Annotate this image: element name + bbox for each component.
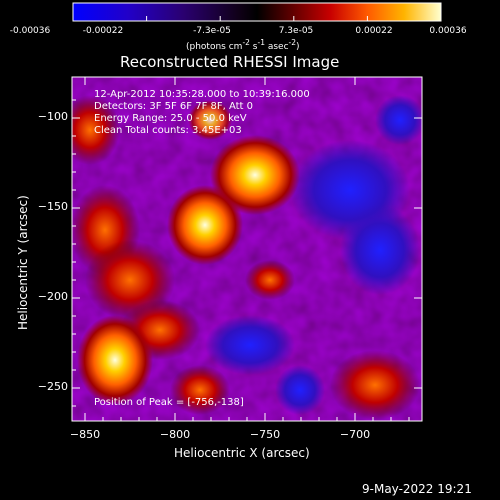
annotation-time: 12-Apr-2012 10:35:28.000 to 10:39:16.000 bbox=[94, 89, 310, 100]
plot-title: Reconstructed RHESSI Image bbox=[120, 53, 340, 71]
colorbar-tick: -7.3e-05 bbox=[193, 26, 231, 36]
annotation-block: 12-Apr-2012 10:35:28.000 to 10:39:16.000… bbox=[94, 89, 310, 137]
x-tick-label: −750 bbox=[249, 428, 281, 441]
y-tick-label: −150 bbox=[37, 200, 68, 213]
colorbar-tick: -0.00022 bbox=[82, 26, 124, 36]
y-tick-label: −100 bbox=[37, 110, 68, 123]
y-axis-label: Heliocentric Y (arcsec) bbox=[16, 195, 30, 330]
annotation-energy: Energy Range: 25.0 - 50.0 keV bbox=[94, 113, 247, 124]
x-axis-ticks bbox=[84, 77, 410, 421]
x-tick-label: −700 bbox=[339, 428, 371, 441]
image-data bbox=[72, 77, 422, 421]
peak-position-label: Position of Peak = [-756,-138] bbox=[94, 397, 244, 408]
annotation-detectors: Detectors: 3F 5F 6F 7F 8F, Att 0 bbox=[94, 101, 254, 112]
colorbar-tick: 7.3e-05 bbox=[278, 26, 314, 36]
y-tick-label: −200 bbox=[37, 290, 68, 303]
colorbar-gradient bbox=[72, 2, 442, 22]
colorbar-units: (photons cm-2 s-1 asec-2) bbox=[186, 38, 300, 52]
x-tick-label: −800 bbox=[159, 428, 191, 441]
x-tick-label: −850 bbox=[69, 428, 101, 441]
x-axis-label: Heliocentric X (arcsec) bbox=[174, 446, 310, 460]
annotation-clean: Clean Total counts: 3.45E+03 bbox=[94, 125, 242, 136]
colorbar-tick: 0.00036 bbox=[429, 26, 467, 36]
colorbar-tick: -0.00036 bbox=[9, 26, 51, 36]
y-axis-ticks bbox=[72, 99, 422, 407]
footer-timestamp: 9-May-2022 19:21 bbox=[362, 482, 472, 496]
y-tick-label: −250 bbox=[37, 380, 68, 393]
colorbar-tick: 0.00022 bbox=[355, 26, 393, 36]
